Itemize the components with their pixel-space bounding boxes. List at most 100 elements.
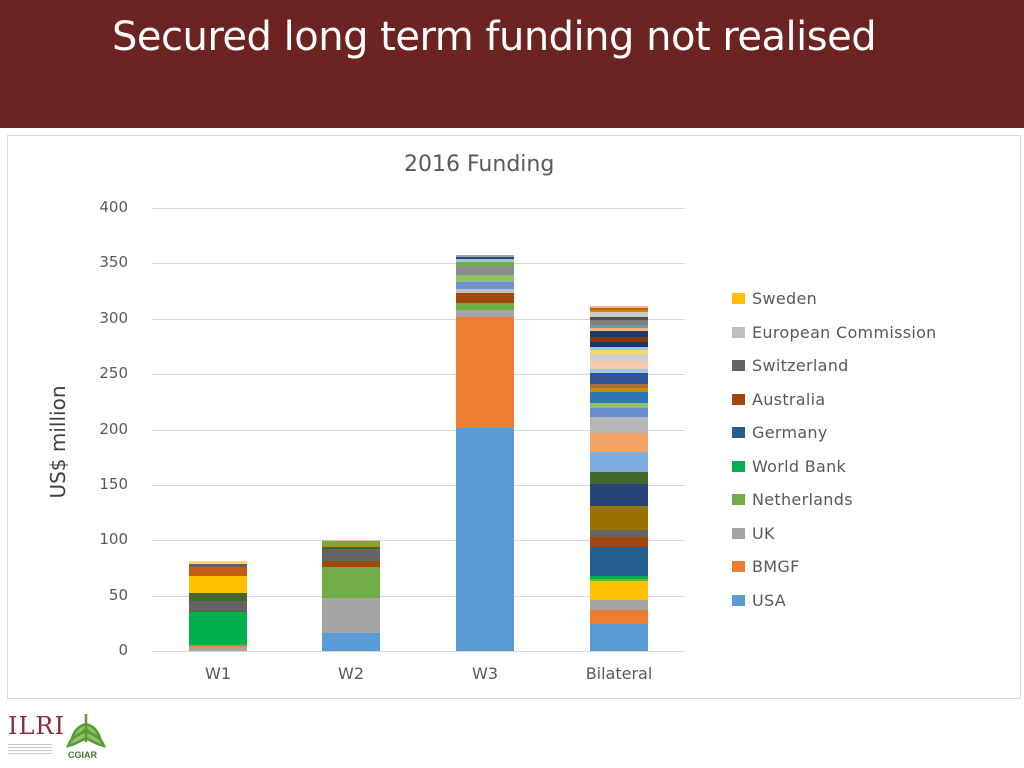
gridline: [152, 263, 685, 265]
cgiar-logo-text: CGIAR: [68, 750, 97, 760]
bar-segment: [590, 331, 648, 337]
bar-segment: [590, 316, 648, 321]
y-tick-label: 0: [118, 641, 128, 659]
bar-segment: [456, 259, 514, 263]
legend-swatch-icon: [732, 561, 745, 573]
bar-segment: [189, 611, 247, 613]
legend: Sweden European Commission Switzerland Aust…: [732, 282, 937, 617]
legend-swatch-icon: [732, 594, 745, 606]
bar-segment: [590, 310, 648, 313]
cgiar-wheat-icon: [66, 714, 106, 748]
legend-label: Germany: [752, 423, 828, 443]
bar-segment: [590, 361, 648, 369]
bar-segment: [189, 563, 247, 567]
bar-segment: [590, 417, 648, 433]
bar-segment: [590, 624, 648, 651]
gridline: [152, 429, 685, 431]
bar-segment: [590, 600, 648, 611]
bar-segment: [456, 303, 514, 310]
bar-segment: [590, 610, 648, 625]
legend-item: UK: [732, 517, 937, 551]
y-tick-label: 200: [99, 419, 128, 438]
bar-segment: [590, 451, 648, 472]
legend-label: USA: [752, 590, 787, 610]
bar-segment: [456, 254, 514, 257]
bar-segment: [322, 540, 380, 542]
bar-segment: [456, 265, 514, 275]
legend-label: World Bank: [752, 456, 847, 476]
bar-segment: [590, 349, 648, 355]
y-tick-label: 350: [99, 253, 128, 272]
bar-segment: [189, 645, 247, 647]
chart-title: 2016 Funding: [404, 152, 555, 177]
bar-segment: [590, 368, 648, 374]
slide-title: Secured long term funding not realised: [112, 14, 877, 60]
bar-segment: [456, 293, 514, 304]
bar-segment: [189, 566, 247, 576]
legend-item: Germany: [732, 416, 937, 450]
bar-segment: [322, 597, 380, 634]
legend-swatch-icon: [732, 293, 745, 305]
bar-segment: [456, 274, 514, 283]
gridline: [152, 374, 685, 376]
legend-swatch-icon: [732, 360, 745, 372]
legend-item: USA: [732, 584, 937, 618]
bar-segment: [590, 373, 648, 385]
title-banner: Secured long term funding not realised: [0, 0, 1024, 128]
bar-w1: [189, 561, 247, 651]
legend-item: Australia: [732, 383, 937, 417]
bar-segment: [322, 549, 380, 562]
legend-item: European Commission: [732, 316, 937, 350]
bar-segment: [590, 387, 648, 393]
bar-segment: [590, 384, 648, 388]
gridline: [152, 208, 685, 209]
y-axis-label: US$ million: [46, 385, 70, 499]
legend-swatch-icon: [732, 527, 745, 539]
legend-item: World Bank: [732, 450, 937, 484]
legend-swatch-icon: [732, 326, 745, 338]
bar-segment: [590, 327, 648, 332]
bar-segment: [456, 428, 514, 651]
legend-label: BMGF: [752, 557, 800, 577]
y-tick-label: 50: [108, 585, 128, 604]
legend-item: Switzerland: [732, 349, 937, 383]
gridline: [152, 540, 685, 542]
bar-segment: [590, 506, 648, 531]
bar-segment: [189, 575, 247, 594]
bar-segment: [590, 407, 648, 418]
bar-segment: [590, 575, 648, 580]
bar-segment: [456, 256, 514, 260]
legend-label: Sweden: [752, 289, 818, 309]
gridline: [152, 484, 685, 486]
bar-segment: [189, 646, 247, 651]
bar-segment: [322, 544, 380, 547]
y-tick-label: 250: [99, 364, 128, 383]
y-tick-label: 400: [99, 198, 128, 216]
legend-swatch-icon: [732, 460, 745, 472]
x-tick-label: W1: [205, 664, 231, 683]
bar-segment: [189, 593, 247, 602]
legend-swatch-icon: [732, 393, 745, 405]
bar-segment: [590, 320, 648, 325]
bar-segment: [590, 471, 648, 484]
bar-segment: [590, 308, 648, 311]
bar-segment: [456, 316, 514, 429]
legend-label: Australia: [752, 389, 826, 409]
legend-label: Switzerland: [752, 356, 849, 376]
legend-label: Netherlands: [752, 490, 853, 510]
bar-segment: [322, 546, 380, 550]
bar-segment: [590, 312, 648, 317]
bar-segment: [322, 541, 380, 545]
bar-segment: [590, 342, 648, 347]
y-tick-label: 100: [99, 530, 128, 549]
x-tick-label: W3: [472, 664, 498, 683]
gridline: [152, 651, 685, 652]
bar-segment: [590, 305, 648, 308]
legend-item: BMGF: [732, 550, 937, 584]
legend-swatch-icon: [732, 494, 745, 506]
bar-segment: [590, 581, 648, 601]
legend-label: European Commission: [752, 322, 937, 342]
bar-segment: [590, 336, 648, 343]
ilri-logo-subtext: [8, 744, 52, 756]
bar-segment: [590, 579, 648, 582]
